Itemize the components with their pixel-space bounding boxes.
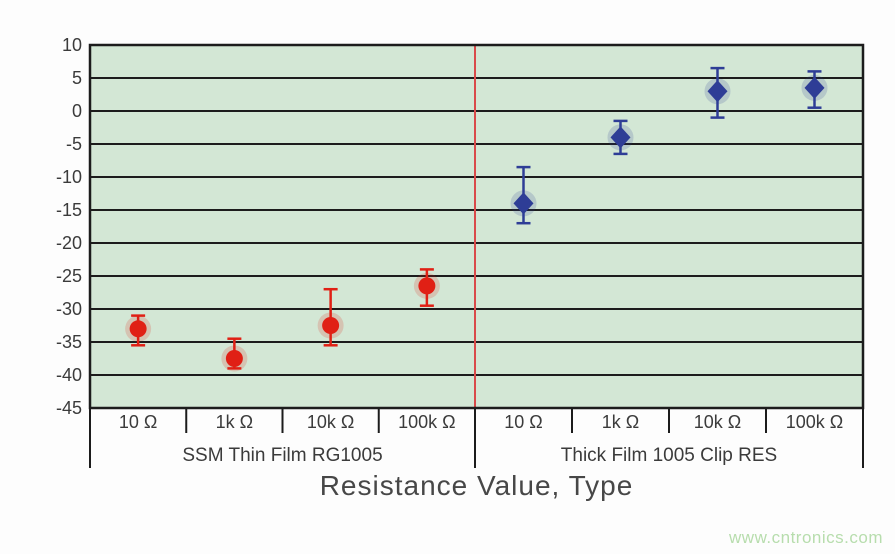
category-label: 100k Ω xyxy=(786,412,844,432)
data-point-marker xyxy=(225,350,243,367)
group-label: Thick Film 1005 Clip RES xyxy=(561,445,777,466)
plot-frame xyxy=(88,43,865,410)
data-point-marker xyxy=(707,80,728,103)
category-label: 10 Ω xyxy=(504,412,542,432)
y-tick-label: -5 xyxy=(66,134,82,154)
category-label: 10 Ω xyxy=(119,412,157,432)
y-tick-label: -35 xyxy=(56,332,82,352)
y-tick-label: -15 xyxy=(56,200,82,220)
y-tick-label: -25 xyxy=(56,266,82,286)
x-axis-title: Resistance Value, Type xyxy=(319,470,634,501)
y-tick-label: 5 xyxy=(72,68,82,88)
y-tick-label: 10 xyxy=(62,35,82,55)
category-label: 1k Ω xyxy=(216,412,253,432)
plot-area xyxy=(90,45,863,408)
data-point-marker xyxy=(513,192,534,215)
data-point-marker xyxy=(322,317,340,334)
data-point-marker xyxy=(418,277,436,295)
category-label: 1k Ω xyxy=(602,412,639,432)
y-tick-label: -20 xyxy=(56,233,82,253)
y-tick-label: 0 xyxy=(72,101,82,121)
y-tick-label: -10 xyxy=(56,167,82,187)
y-tick-label: -45 xyxy=(56,398,82,418)
data-point-marker xyxy=(129,320,147,338)
data-point-marker xyxy=(804,76,825,99)
watermark: www.cntronics.com xyxy=(729,528,883,547)
category-label: 100k Ω xyxy=(398,412,456,432)
y-tick-label: -40 xyxy=(56,365,82,385)
category-label: 10k Ω xyxy=(307,412,354,432)
data-point-marker xyxy=(610,126,631,149)
group-label: SSM Thin Film RG1005 xyxy=(182,445,382,466)
category-label: 10k Ω xyxy=(694,412,741,432)
y-tick-label: -30 xyxy=(56,299,82,319)
